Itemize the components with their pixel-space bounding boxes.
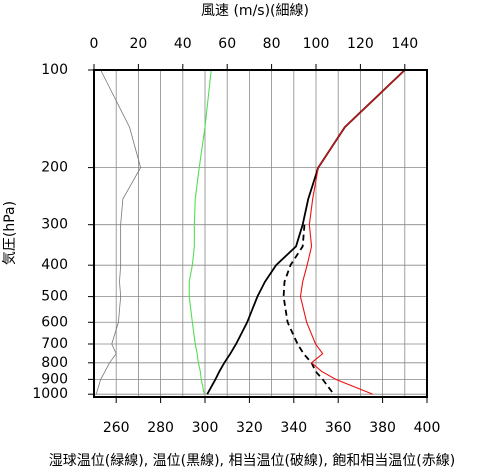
y-tick-label: 500 <box>41 289 68 305</box>
x-tick-label: 300 <box>192 420 219 436</box>
x2-tick-label: 80 <box>263 36 281 52</box>
x-tick-label: 340 <box>280 420 307 436</box>
y-tick-label: 200 <box>41 160 68 176</box>
y-tick-label: 300 <box>41 217 68 233</box>
x-tick-label: 260 <box>103 420 130 436</box>
x-tick-label: 360 <box>325 420 352 436</box>
y-tick-label: 100 <box>41 62 68 78</box>
profile-line <box>188 69 212 395</box>
x-tick-label: 280 <box>147 420 174 436</box>
y-tick-label: 800 <box>41 355 68 371</box>
profile-line <box>95 69 142 395</box>
x2-tick-label: 0 <box>90 36 99 52</box>
y-tick-label: 400 <box>41 257 68 273</box>
x-tick-label: 320 <box>236 420 263 436</box>
top-axis-title: 風速 (m/s)(細線) <box>201 3 309 19</box>
x2-tick-label: 120 <box>347 36 374 52</box>
x2-tick-label: 100 <box>303 36 330 52</box>
x2-tick-label: 60 <box>218 36 236 52</box>
y-axis-title: 気圧(hPa) <box>2 201 18 265</box>
y-tick-label: 700 <box>41 336 68 352</box>
x-tick-label: 380 <box>369 420 396 436</box>
plot-frame <box>93 69 428 398</box>
profile-line <box>282 224 335 395</box>
profile-line <box>299 69 406 395</box>
x-tick-label: 400 <box>414 420 441 436</box>
x2-tick-label: 20 <box>129 36 147 52</box>
x2-tick-label: 40 <box>174 36 192 52</box>
x2-tick-label: 140 <box>391 36 418 52</box>
profile-line <box>206 69 406 395</box>
x-axis-title: 湿球温位(緑線), 温位(黒線), 相当温位(破線), 飽和相当温位(赤線) <box>49 452 455 469</box>
y-tick-label: 1000 <box>32 386 68 402</box>
y-tick-label: 600 <box>41 314 68 330</box>
y-tick-label: 900 <box>41 371 68 387</box>
